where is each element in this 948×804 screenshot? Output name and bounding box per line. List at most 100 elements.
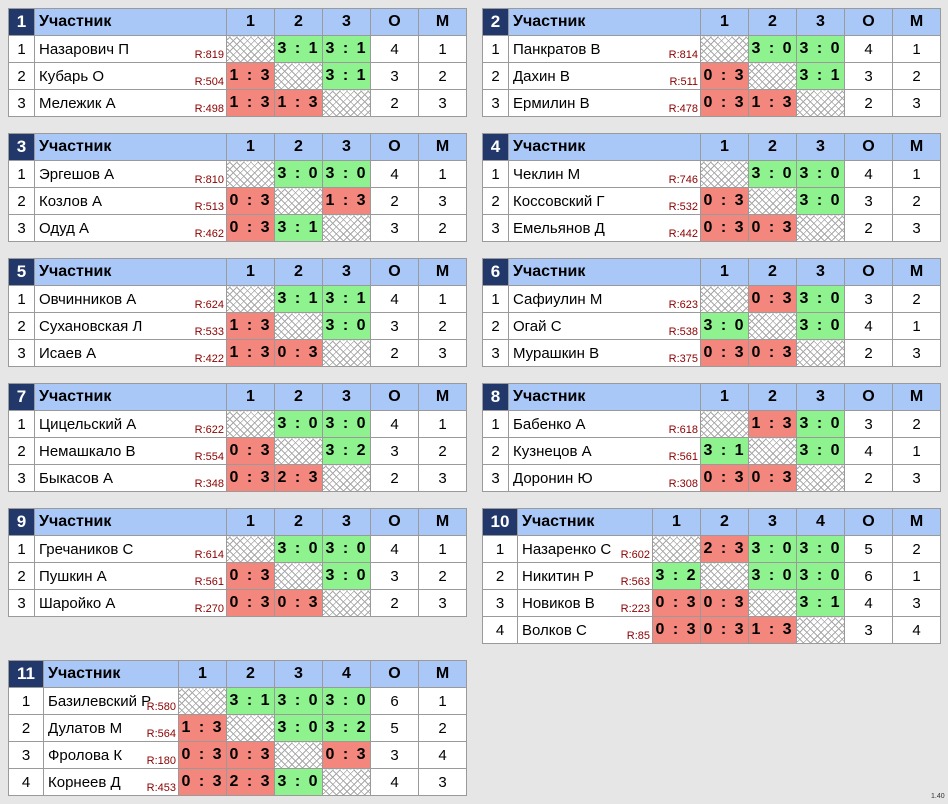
player-cell: Мележик А R:498 [34, 89, 227, 117]
player-name: Эргешов А [39, 165, 115, 183]
match-score-loss: 0 : 3 [700, 187, 749, 215]
match-score-loss: 2 : 3 [700, 535, 749, 563]
match-score-win: 3 : 0 [796, 410, 845, 438]
player-rating: R:348 [194, 478, 224, 490]
player-cell: Одуд А R:462 [34, 214, 227, 242]
player-position: 3 [482, 589, 518, 617]
player-name: Сафиулин М [513, 290, 603, 308]
group-number: 5 [8, 258, 35, 286]
player-name: Панкратов В [513, 40, 601, 58]
player-position: 2 [8, 187, 35, 215]
player-cell: Базилевский Р R:580 [43, 687, 179, 715]
player-cell: Назаренко С R:602 [517, 535, 653, 563]
player-place: 3 [892, 464, 941, 492]
player-place: 3 [892, 339, 941, 367]
column-header-1: 1 [700, 258, 749, 286]
player-points: 2 [370, 589, 419, 617]
player-rating: R:513 [194, 201, 224, 213]
group-header-row: 1 Участник 1 2 3 О М [8, 8, 467, 36]
player-place: 2 [418, 62, 467, 90]
column-header-3: 3 [796, 133, 845, 161]
player-cell: Кузнецов А R:561 [508, 437, 701, 465]
player-position: 2 [8, 714, 44, 742]
column-header-4: 4 [796, 508, 845, 536]
group-table-11: 11 Участник 1 2 3 4 О М 1 Базилевский Р R:580 3 : 1… [8, 660, 467, 796]
player-rating: R:453 [146, 782, 176, 794]
player-rating: R:810 [194, 174, 224, 186]
player-points: 2 [844, 89, 893, 117]
player-cell: Козлов А R:513 [34, 187, 227, 215]
player-name: Никитин Р [522, 567, 594, 585]
player-rating: R:462 [194, 228, 224, 240]
column-header-3: 3 [274, 660, 323, 688]
player-rating: R:498 [194, 103, 224, 115]
group-header-row: 8 Участник 1 2 3 О М [482, 383, 941, 411]
points-header: О [370, 8, 419, 36]
match-score-win: 3 : 0 [748, 562, 797, 590]
participant-header: Участник [34, 508, 227, 536]
participant-header: Участник [508, 383, 701, 411]
group-header-row: 3 Участник 1 2 3 О М [8, 133, 467, 161]
self-match-cell [748, 187, 797, 215]
column-header-4: 4 [322, 660, 371, 688]
player-position: 1 [8, 35, 35, 63]
column-header-2: 2 [274, 133, 323, 161]
match-score-win: 3 : 1 [322, 35, 371, 63]
player-points: 3 [370, 214, 419, 242]
self-match-cell [700, 410, 749, 438]
match-score-loss: 0 : 3 [178, 741, 227, 769]
match-score-win: 3 : 1 [226, 687, 275, 715]
match-score-win: 3 : 1 [322, 285, 371, 313]
player-place: 2 [418, 562, 467, 590]
match-score-loss: 0 : 3 [700, 89, 749, 117]
match-score-win: 3 : 0 [322, 312, 371, 340]
participant-header: Участник [508, 258, 701, 286]
player-name: Базилевский Р [48, 692, 152, 710]
player-points: 4 [370, 535, 419, 563]
column-header-3: 3 [322, 383, 371, 411]
self-match-cell [700, 160, 749, 188]
player-rating: R:563 [620, 576, 650, 588]
player-points: 4 [844, 35, 893, 63]
player-points: 4 [844, 312, 893, 340]
column-header-2: 2 [748, 8, 797, 36]
player-position: 1 [8, 160, 35, 188]
player-rating: R:180 [146, 755, 176, 767]
player-position: 1 [482, 285, 509, 313]
column-header-2: 2 [226, 660, 275, 688]
column-header-2: 2 [274, 383, 323, 411]
player-rating: R:85 [626, 630, 650, 642]
player-place: 1 [418, 285, 467, 313]
player-cell: Огай С R:538 [508, 312, 701, 340]
player-name: Сухановская Л [39, 317, 143, 335]
points-header: О [844, 258, 893, 286]
column-header-3: 3 [748, 508, 797, 536]
player-points: 5 [844, 535, 893, 563]
player-name: Ермилин В [513, 94, 590, 112]
group-number: 3 [8, 133, 35, 161]
self-match-cell [226, 535, 275, 563]
match-score-loss: 2 : 3 [274, 464, 323, 492]
player-name: Овчинников А [39, 290, 137, 308]
player-place: 2 [892, 410, 941, 438]
match-score-loss: 0 : 3 [178, 768, 227, 796]
match-score-win: 3 : 0 [274, 687, 323, 715]
player-position: 3 [8, 589, 35, 617]
match-score-win: 3 : 0 [322, 160, 371, 188]
self-match-cell [796, 616, 845, 644]
self-match-cell [322, 589, 371, 617]
self-match-cell [322, 339, 371, 367]
column-header-3: 3 [322, 8, 371, 36]
player-name: Фролова К [48, 746, 123, 764]
match-score-win: 3 : 0 [796, 160, 845, 188]
player-rating: R:375 [668, 353, 698, 365]
